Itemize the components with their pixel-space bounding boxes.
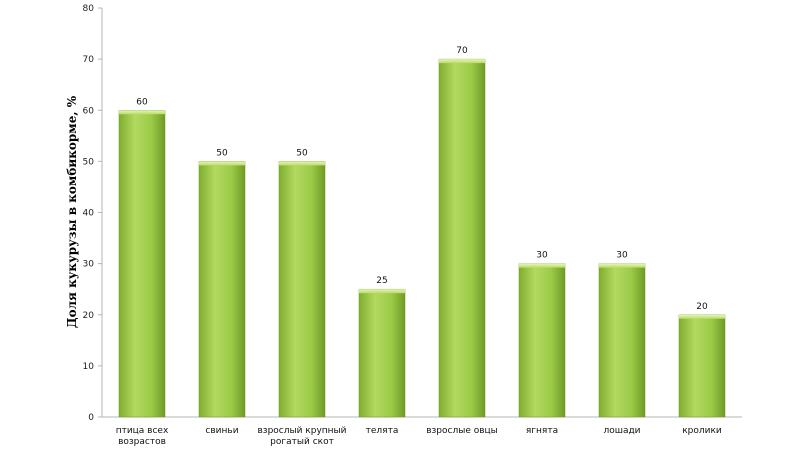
- bar: [198, 161, 246, 418]
- bar: [518, 263, 566, 418]
- category-label: свиньи: [205, 426, 238, 436]
- category-label: телята: [366, 426, 399, 436]
- data-label: 25: [376, 276, 387, 286]
- bar: [678, 314, 726, 418]
- y-tick-label: 10: [83, 362, 95, 372]
- data-label: 50: [216, 148, 228, 158]
- bar-cap: [599, 263, 645, 268]
- category-label: рогатый скот: [270, 437, 334, 447]
- data-label: 20: [696, 302, 708, 312]
- bar: [358, 288, 406, 418]
- y-axis-title: Доля кукурузы в комбикорме, %: [65, 95, 79, 328]
- data-label: 50: [296, 148, 308, 158]
- bar-cap: [279, 161, 325, 166]
- data-label: 60: [136, 97, 148, 107]
- data-label: 70: [456, 46, 468, 56]
- y-tick-label: 70: [83, 55, 95, 65]
- category-label: возрастов: [118, 437, 166, 447]
- category-label: лошади: [603, 426, 640, 436]
- data-label: 30: [616, 251, 628, 261]
- y-tick-label: 80: [83, 4, 95, 14]
- y-tick-label: 0: [88, 413, 94, 423]
- y-tick-label: 40: [83, 209, 95, 219]
- bar-cap: [519, 263, 565, 268]
- bar-cap: [119, 110, 165, 115]
- category-label: взрослый крупный: [257, 426, 346, 436]
- category-label: ягнята: [526, 426, 558, 436]
- bar-cap: [439, 59, 485, 64]
- bar-cap: [359, 289, 405, 294]
- category-label: кролики: [682, 426, 722, 436]
- category-label: птица всех: [116, 426, 169, 436]
- bar-cap: [199, 161, 245, 166]
- data-labels: 60 50 50 25 70 30 30 20: [136, 46, 708, 312]
- y-tick-label: 50: [83, 157, 95, 167]
- y-ticks: 0 10 20 30 40 50 60 70 80: [83, 4, 102, 423]
- bar: [118, 110, 166, 418]
- y-tick-label: 60: [83, 106, 95, 116]
- y-tick-label: 30: [83, 260, 95, 270]
- data-label: 30: [536, 251, 548, 261]
- bar: [438, 58, 486, 418]
- category-label: взрослые овцы: [426, 426, 498, 436]
- y-tick-label: 20: [83, 311, 95, 321]
- bar-cap: [679, 314, 725, 319]
- bar: [278, 161, 326, 418]
- bars: [118, 58, 726, 418]
- bar: [598, 263, 646, 418]
